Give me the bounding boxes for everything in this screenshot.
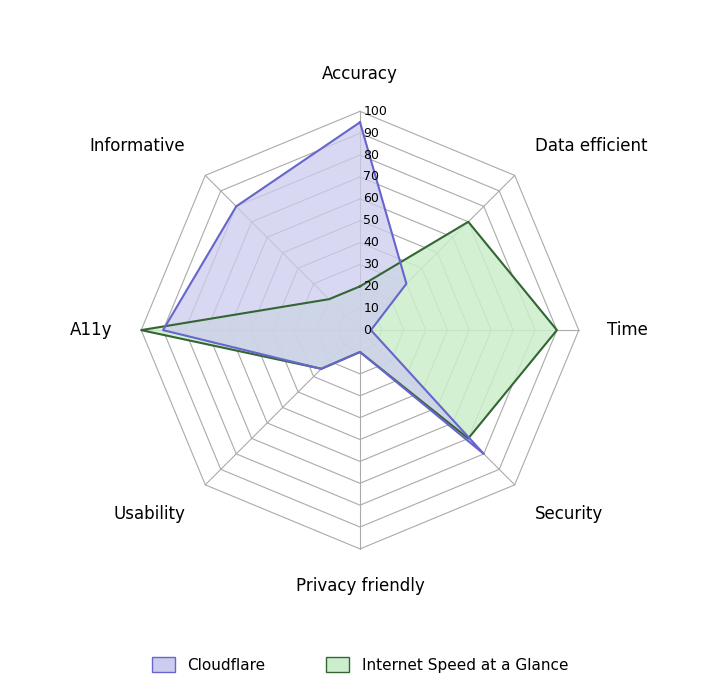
Text: Data efficient: Data efficient [535,138,647,155]
Text: A11y: A11y [71,321,113,339]
Text: 80: 80 [364,149,379,162]
Text: Privacy friendly: Privacy friendly [296,578,424,596]
Text: 30: 30 [364,258,379,271]
Text: Usability: Usability [113,505,185,523]
Polygon shape [163,122,484,454]
Text: 10: 10 [364,302,379,315]
Text: 100: 100 [364,105,387,118]
Text: Informative: Informative [89,138,185,155]
Polygon shape [141,222,557,439]
Text: 90: 90 [364,126,379,140]
Text: Security: Security [535,505,603,523]
Text: 40: 40 [364,236,379,249]
Text: 0: 0 [364,324,372,336]
Legend: Cloudflare, Internet Speed at a Glance: Cloudflare, Internet Speed at a Glance [144,649,576,680]
Text: 70: 70 [364,170,379,183]
Text: Accuracy: Accuracy [322,65,398,83]
Text: 60: 60 [364,193,379,205]
Text: 20: 20 [364,280,379,293]
Text: Time: Time [607,321,648,339]
Text: 50: 50 [364,214,379,227]
